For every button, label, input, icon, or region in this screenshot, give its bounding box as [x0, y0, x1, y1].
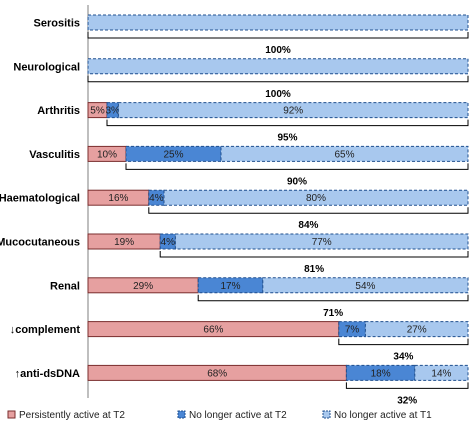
category-label: Arthritis [37, 105, 80, 117]
bracket [197, 294, 469, 302]
category-label: Renal [50, 280, 80, 292]
category-label: Haematological [0, 193, 80, 205]
segment-label: 19% [114, 237, 134, 248]
bracket [345, 382, 469, 389]
segment-label: 4% [161, 237, 176, 248]
bar-segment [364, 321, 469, 338]
legend: Persistently active at T2 No longer activ… [7, 410, 432, 421]
legend-swatch [322, 410, 331, 419]
bracket-label: 100% [265, 89, 291, 100]
bar-segment [414, 364, 469, 381]
legend-label: Persistently active at T2 [19, 410, 125, 421]
segment-label: 3% [105, 106, 120, 117]
segment-label: 16% [108, 193, 128, 204]
bracket-label: 95% [277, 133, 297, 144]
bar-segment [338, 321, 366, 338]
bar-segment [117, 102, 469, 119]
category-label: Neurological [13, 61, 80, 73]
segment-label: 80% [306, 193, 326, 204]
bar-segment [87, 58, 469, 75]
bracket [106, 119, 469, 127]
category-label: ↓complement [10, 324, 81, 336]
bracket-label: 71% [323, 308, 343, 319]
bar-segment [262, 277, 469, 294]
segment-label: 4% [149, 193, 164, 204]
bracket [87, 75, 469, 83]
segment-label: 25% [163, 149, 183, 160]
bar-segment [220, 145, 469, 162]
segment-label: 27% [407, 325, 427, 336]
bracket [338, 338, 469, 346]
bracket [87, 32, 469, 39]
legend-label: No longer active at T1 [334, 410, 432, 421]
category-label: Vasculitis [29, 149, 80, 161]
bar-segment [174, 233, 469, 250]
segment-label: 54% [355, 281, 375, 292]
bracket-label: 90% [287, 176, 307, 187]
segment-label: 17% [220, 281, 240, 292]
segment-label: 14% [431, 368, 451, 379]
segment-label: 7% [345, 325, 360, 336]
segment-label: 77% [312, 237, 332, 248]
legend-swatch [7, 410, 16, 419]
segment-label: 66% [203, 325, 223, 336]
segment-label: 92% [283, 106, 303, 117]
bracket [125, 163, 469, 170]
bar-segment [163, 189, 469, 206]
category-label: ↑anti-dsDNA [15, 368, 80, 380]
segment-label: 18% [371, 368, 391, 379]
bar-segment [106, 102, 119, 119]
segment-label: 68% [207, 368, 227, 379]
bracket-label: 81% [304, 264, 324, 275]
category-label: Mucocutaneous [0, 237, 80, 249]
bar-segment [87, 14, 469, 31]
bracket-label: 34% [393, 352, 413, 363]
category-label: Serositis [34, 18, 80, 30]
plot-area: Serositis 100% Neurological 100% Arthritis 5%… [0, 5, 469, 406]
bracket-label: 32% [397, 395, 417, 406]
bracket [148, 207, 469, 214]
segment-label: 65% [334, 149, 354, 160]
bracket-label: 84% [298, 220, 318, 231]
bracket-label: 100% [265, 45, 291, 56]
segment-label: 10% [97, 149, 117, 160]
legend-label: No longer active at T2 [189, 410, 287, 421]
segment-label: 29% [133, 281, 153, 292]
segment-label: 5% [90, 106, 105, 117]
legend-swatch [177, 410, 186, 419]
bracket [159, 251, 469, 258]
